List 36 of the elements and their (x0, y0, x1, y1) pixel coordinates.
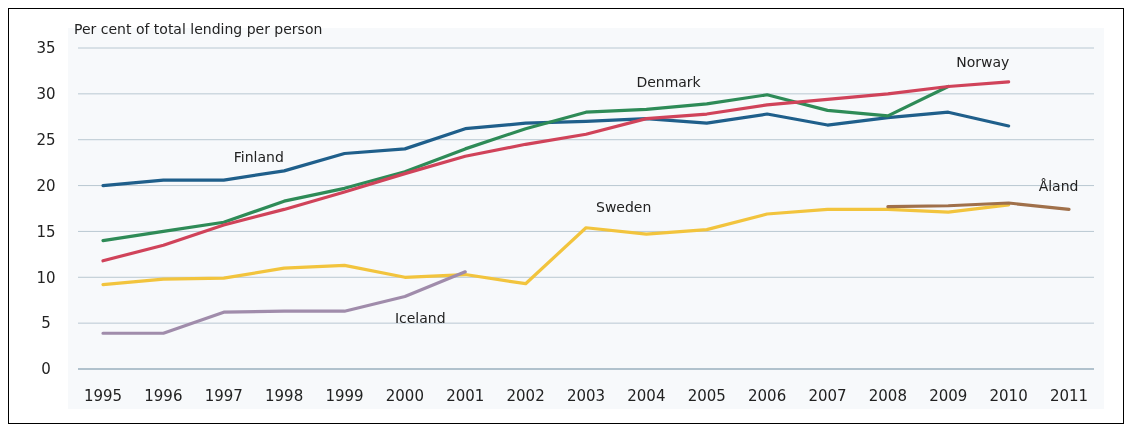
y-tick-label: 15 (36, 222, 56, 241)
x-tick-label: 2011 (1049, 387, 1089, 405)
x-tick-label: 1995 (83, 387, 123, 405)
x-tick-label: 2007 (808, 387, 847, 405)
series-label: Iceland (394, 309, 446, 326)
line-series (101, 203, 1011, 287)
x-tick-label: 1999 (325, 387, 364, 405)
x-tick-label: 2004 (627, 387, 666, 405)
line-series (101, 270, 467, 335)
y-tick-label: 35 (36, 39, 56, 58)
x-tick-label: 2006 (748, 387, 787, 405)
x-tick-label: 1997 (204, 387, 243, 405)
x-tick-label: 2009 (929, 387, 968, 405)
x-tick-label: 2001 (446, 387, 485, 405)
y-tick-label: 30 (36, 85, 56, 104)
series-label: Denmark (636, 74, 702, 91)
x-tick-label: 2000 (385, 387, 424, 405)
series-label: Åland (1038, 178, 1079, 194)
x-tick-label: 2010 (989, 387, 1028, 405)
x-tick-label: 2005 (687, 387, 726, 405)
x-tick-label: 1996 (144, 387, 183, 405)
x-tick-label: 2002 (506, 387, 545, 405)
x-tick-label: 2003 (566, 387, 606, 405)
series-label: Norway (956, 53, 1010, 70)
y-tick-label: 25 (36, 130, 56, 149)
y-tick-label: 10 (36, 268, 56, 287)
line-series (886, 201, 1071, 212)
y-tick-label: 5 (41, 314, 51, 333)
y-tick-label: 20 (36, 176, 56, 195)
series-label: Sweden (596, 198, 652, 215)
series-label: Finland (233, 149, 284, 166)
y-axis-title: Per cent of total lending per person (74, 21, 323, 37)
y-tick-label: 0 (41, 360, 51, 379)
x-tick-label: 2008 (868, 387, 907, 405)
x-tick-label: 1998 (265, 387, 304, 405)
line-series (101, 110, 1011, 188)
